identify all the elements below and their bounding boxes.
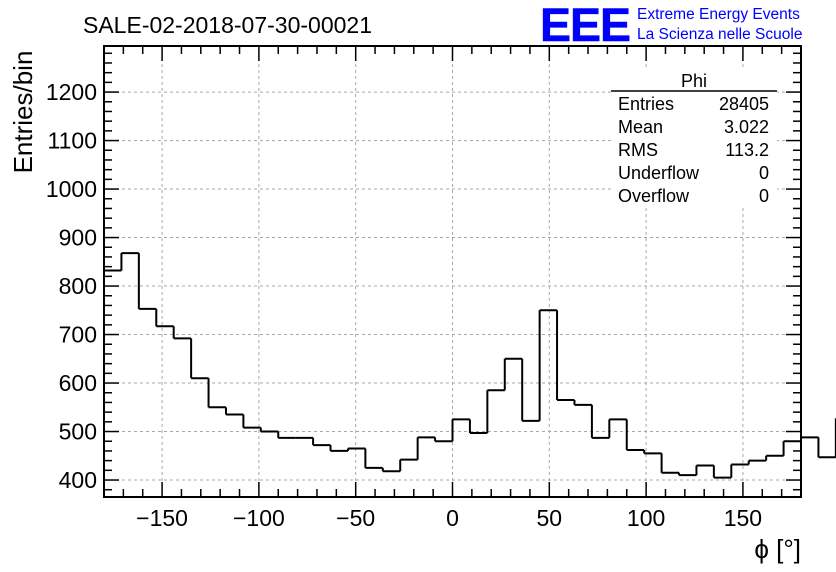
y-tick-label: 1100: [48, 128, 97, 154]
x-tick-label: −100: [233, 505, 285, 531]
stats-box-title: Phi: [681, 71, 707, 91]
x-tick-label: 150: [724, 505, 762, 531]
y-tick-label: 600: [59, 370, 97, 396]
stats-value-mean: 3.022: [724, 117, 769, 137]
histogram: [104, 252, 836, 479]
stats-label-entries: Entries: [618, 94, 674, 114]
stats-value-underflow: 0: [759, 163, 769, 183]
eee-logo-mark: EEE: [540, 0, 630, 51]
y-tick-label: 1000: [46, 176, 97, 202]
y-tick-label: 1200: [46, 79, 97, 105]
y-tick-label: 700: [59, 322, 97, 348]
stats-label-mean: Mean: [618, 117, 663, 137]
eee-logo-line1: Extreme Energy Events: [637, 6, 800, 23]
stats-value-rms: 113.2: [725, 140, 769, 160]
x-tick-label: 50: [537, 505, 563, 531]
stats-box-background: [611, 70, 777, 208]
x-tick-label: 100: [627, 505, 665, 531]
chart-title: SALE-02-2018-07-30-00021: [83, 12, 372, 38]
eee-logo: EEE Extreme Energy Events La Scienza nel…: [540, 0, 803, 51]
stats-box: Phi Entries 28405 Mean 3.022 RMS 113.2 U…: [611, 70, 777, 208]
stats-value-overflow: 0: [759, 186, 769, 206]
stats-label-overflow: Overflow: [618, 186, 690, 206]
y-tick-label: 800: [59, 273, 97, 299]
stats-value-entries: 28405: [719, 94, 769, 114]
x-tick-label: −50: [336, 505, 375, 531]
y-tick-label: 900: [59, 225, 97, 251]
stats-label-rms: RMS: [618, 140, 658, 160]
y-tick-label: 500: [59, 419, 97, 445]
eee-logo-line2: La Scienza nelle Scuole: [637, 26, 802, 43]
y-tick-label: 400: [59, 467, 97, 493]
axes: −150 −100 −50 0 50 100 150 400 500 600 700 800 900 10…: [46, 45, 802, 531]
x-axis-label: ϕ [°]: [754, 534, 801, 564]
x-tick-label: −150: [136, 505, 188, 531]
y-axis-label: Entries/bin: [8, 51, 38, 174]
stats-label-underflow: Underflow: [618, 163, 700, 183]
x-tick-label: 0: [446, 505, 459, 531]
